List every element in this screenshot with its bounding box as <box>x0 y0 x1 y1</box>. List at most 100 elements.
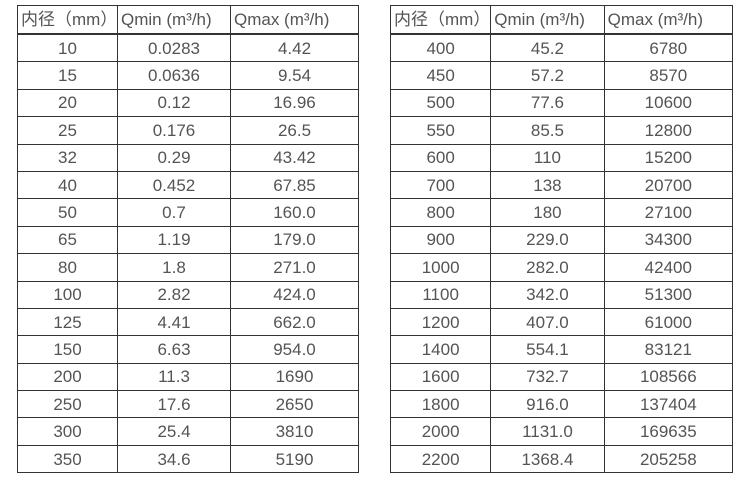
cell-qmax: 27100 <box>603 198 734 227</box>
cell-diameter: 900 <box>389 225 492 255</box>
cell-qmin: 342.0 <box>490 280 605 309</box>
header-qmin: Qmin (m³/h) <box>117 5 231 35</box>
cell-qmin: 77.6 <box>490 88 605 118</box>
table-row: 300 25.4 3810 <box>17 417 359 446</box>
table-row: 1800 916.0 137404 <box>389 390 734 419</box>
cell-qmin: 1.8 <box>117 253 231 282</box>
cell-qmax: 51300 <box>603 280 734 309</box>
cell-qmin: 0.29 <box>117 143 231 172</box>
cell-qmin: 45.2 <box>490 33 605 63</box>
cell-qmin: 11.3 <box>117 362 231 392</box>
table-row: 100 2.82 424.0 <box>17 280 359 309</box>
cell-diameter: 100 <box>17 280 118 309</box>
cell-qmax: 43.42 <box>230 143 359 172</box>
cell-diameter: 200 <box>17 362 118 392</box>
table-row: 350 34.6 5190 <box>17 444 359 474</box>
cell-qmax: 954.0 <box>230 335 359 364</box>
table-row: 1600 732.7 108566 <box>389 362 734 392</box>
table-row: 80 1.8 271.0 <box>17 253 359 282</box>
cell-qmin: 1368.4 <box>490 444 605 474</box>
table-row: 600 110 15200 <box>389 143 734 172</box>
cell-diameter: 1400 <box>389 335 492 364</box>
cell-diameter: 800 <box>389 198 492 227</box>
table-row: 65 1.19 179.0 <box>17 225 359 255</box>
cell-qmin: 0.12 <box>117 88 231 118</box>
cell-qmin: 229.0 <box>490 225 605 255</box>
table-row: 10 0.0283 4.42 <box>17 33 359 63</box>
cell-qmax: 271.0 <box>230 253 359 282</box>
cell-qmin: 0.0636 <box>117 61 231 90</box>
cell-qmax: 42400 <box>603 253 734 282</box>
cell-qmax: 67.85 <box>230 170 359 200</box>
cell-diameter: 300 <box>17 417 118 446</box>
header-diameter: 内径（mm） <box>389 5 492 35</box>
cell-qmin: 282.0 <box>490 253 605 282</box>
cell-qmin: 57.2 <box>490 61 605 90</box>
cell-qmax: 424.0 <box>230 280 359 309</box>
cell-diameter: 1600 <box>389 362 492 392</box>
header-diameter: 内径（mm） <box>17 5 118 35</box>
cell-diameter: 500 <box>389 88 492 118</box>
cell-qmin: 554.1 <box>490 335 605 364</box>
cell-diameter: 2000 <box>389 417 492 446</box>
cell-qmax: 20700 <box>603 170 734 200</box>
cell-diameter: 400 <box>389 33 492 63</box>
cell-diameter: 1800 <box>389 390 492 419</box>
table-row: 1000 282.0 42400 <box>389 253 734 282</box>
cell-diameter: 600 <box>389 143 492 172</box>
header-qmax: Qmax (m³/h) <box>603 5 734 35</box>
cell-qmin: 2.82 <box>117 280 231 309</box>
cell-qmax: 108566 <box>603 362 734 392</box>
cell-diameter: 40 <box>17 170 118 200</box>
table-row: 50 0.7 160.0 <box>17 198 359 227</box>
table-row: 32 0.29 43.42 <box>17 143 359 172</box>
cell-qmax: 83121 <box>603 335 734 364</box>
cell-qmax: 61000 <box>603 307 734 337</box>
cell-diameter: 450 <box>389 61 492 90</box>
table-row: 500 77.6 10600 <box>389 88 734 118</box>
cell-diameter: 550 <box>389 116 492 145</box>
cell-diameter: 80 <box>17 253 118 282</box>
cell-diameter: 125 <box>17 307 118 337</box>
table-body: 400 45.2 6780 450 57.2 8570 500 77.6 10600 550 85.… <box>389 33 734 474</box>
cell-diameter: 15 <box>17 61 118 90</box>
cell-qmin: 4.41 <box>117 307 231 337</box>
cell-qmin: 25.4 <box>117 417 231 446</box>
cell-qmax: 9.54 <box>230 61 359 90</box>
cell-qmax: 26.5 <box>230 116 359 145</box>
cell-qmax: 2650 <box>230 390 359 419</box>
cell-diameter: 20 <box>17 88 118 118</box>
header-qmin: Qmin (m³/h) <box>490 5 605 35</box>
table-row: 400 45.2 6780 <box>389 33 734 63</box>
cell-diameter: 10 <box>17 33 118 63</box>
cell-qmin: 407.0 <box>490 307 605 337</box>
table-row: 2000 1131.0 169635 <box>389 417 734 446</box>
cell-diameter: 1200 <box>389 307 492 337</box>
cell-qmax: 5190 <box>230 444 359 474</box>
cell-qmax: 34300 <box>603 225 734 255</box>
table-row: 900 229.0 34300 <box>389 225 734 255</box>
cell-qmax: 3810 <box>230 417 359 446</box>
cell-qmin: 180 <box>490 198 605 227</box>
cell-qmax: 160.0 <box>230 198 359 227</box>
cell-qmax: 1690 <box>230 362 359 392</box>
table-row: 1200 407.0 61000 <box>389 307 734 337</box>
cell-qmin: 1.19 <box>117 225 231 255</box>
cell-qmin: 85.5 <box>490 116 605 145</box>
table-body: 10 0.0283 4.42 15 0.0636 9.54 20 0.12 16.96 25 0.1… <box>17 33 359 474</box>
cell-qmax: 169635 <box>603 417 734 446</box>
cell-qmin: 34.6 <box>117 444 231 474</box>
cell-qmin: 138 <box>490 170 605 200</box>
table-row: 125 4.41 662.0 <box>17 307 359 337</box>
cell-qmin: 732.7 <box>490 362 605 392</box>
cell-qmin: 1131.0 <box>490 417 605 446</box>
cell-diameter: 150 <box>17 335 118 364</box>
table-row: 40 0.452 67.85 <box>17 170 359 200</box>
table-row: 2200 1368.4 205258 <box>389 444 734 474</box>
cell-qmax: 12800 <box>603 116 734 145</box>
cell-diameter: 2200 <box>389 444 492 474</box>
table-row: 200 11.3 1690 <box>17 362 359 392</box>
cell-diameter: 50 <box>17 198 118 227</box>
cell-qmax: 15200 <box>603 143 734 172</box>
flow-rate-table-small-diameters: 内径（mm） Qmin (m³/h) Qmax (m³/h) 10 0.0283 4… <box>17 5 359 474</box>
